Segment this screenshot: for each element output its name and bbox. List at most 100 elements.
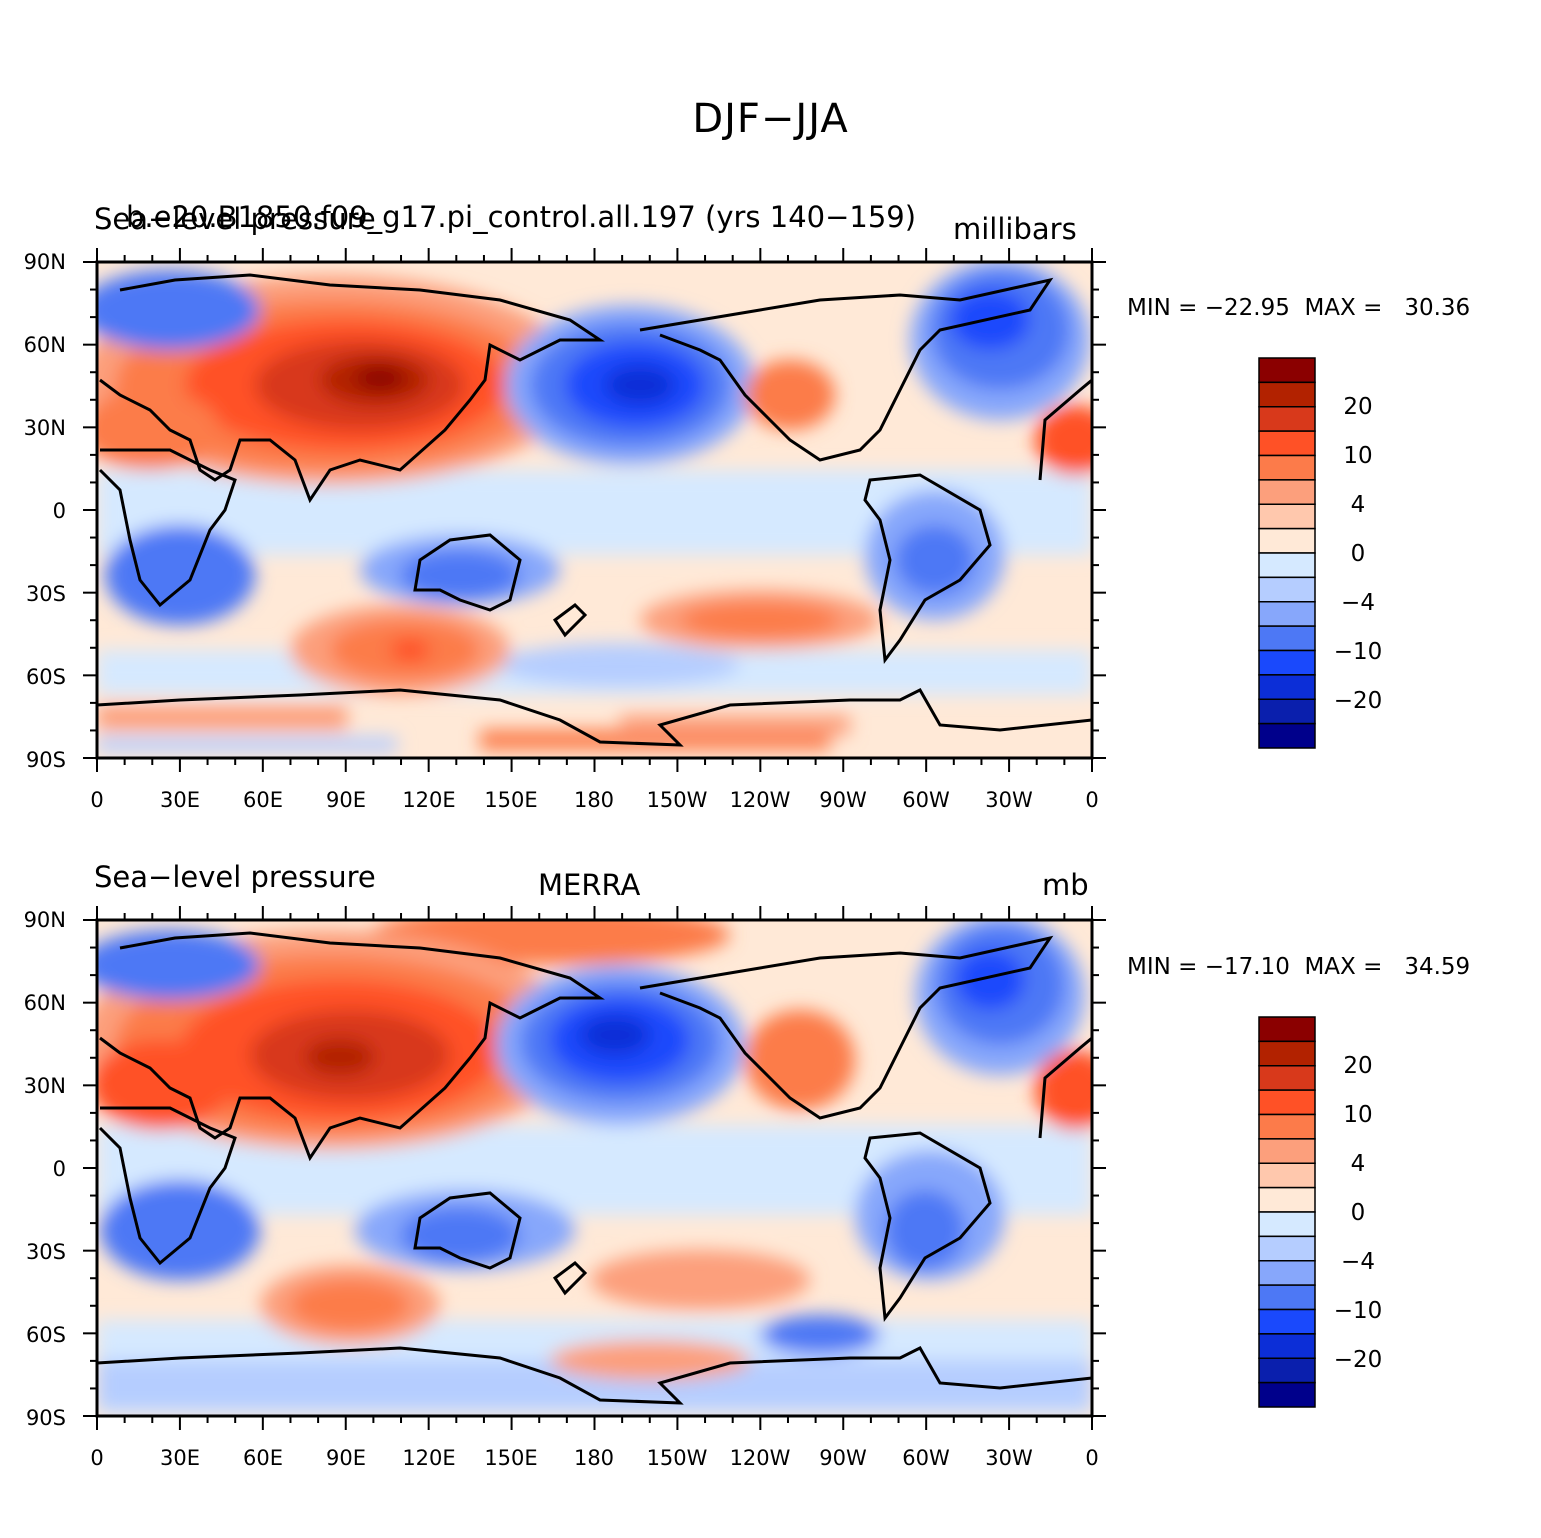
panel1-coastlines	[97, 273, 1092, 747]
panel1-colorbar-swatch	[1258, 674, 1316, 700]
panel2-lon-tick-180: 180	[573, 1446, 615, 1470]
panel1-lat-tick-30s: 30S	[25, 582, 66, 606]
panel2-colorbar-swatch	[1258, 1357, 1316, 1384]
panel1-lon-tick-150e: 150E	[484, 788, 538, 812]
panel1-lon-tick-60e: 60E	[243, 788, 283, 812]
panel1-colorbar-label-0: 0	[1350, 541, 1366, 567]
panel1-colorbar-swatch	[1258, 625, 1316, 652]
panel1-left-label: Sea−level pressure	[94, 202, 376, 236]
panel2-colorbar-swatch	[1258, 1089, 1316, 1116]
panel1-colorbar	[1258, 357, 1316, 749]
panel1-colorbar-swatch	[1258, 527, 1316, 554]
panel1-lon-tick-90w: 90W	[819, 788, 867, 812]
figure-title: DJF−JJA	[692, 96, 849, 142]
panel1-lon-tick-90e: 90E	[326, 788, 366, 812]
panel2-colorbar-swatch	[1258, 1235, 1316, 1262]
panel2-colorbar-swatch	[1258, 1333, 1316, 1359]
panel2-lon-tick-0-end: 0	[1085, 1446, 1099, 1470]
panel2-lat-tick-30s: 30S	[25, 1240, 66, 1264]
panel1-lat-tick-60s: 60S	[25, 665, 66, 689]
panel2-lon-tick-120w: 120W	[729, 1446, 791, 1470]
panel2-colorbar-label-20: 20	[1343, 1053, 1373, 1079]
panel2-colorbar-swatch	[1258, 1211, 1316, 1238]
panel1-colorbar-label-neg4: −4	[1341, 590, 1375, 616]
panel1-lat-tick-0: 0	[52, 499, 66, 523]
panel2-colorbar	[1258, 1016, 1316, 1408]
panel2-units-label: mb	[1042, 868, 1089, 902]
panel1-lon-tick-0: 0	[90, 788, 104, 812]
panel2-colorbar-label-neg20: −20	[1333, 1347, 1383, 1373]
panel2-colorbar-swatch	[1258, 1138, 1316, 1164]
panel1-colorbar-label-10: 10	[1343, 443, 1373, 469]
panel2-ticks	[83, 906, 1106, 1430]
panel1-colorbar-swatch	[1258, 503, 1316, 530]
panel2-center-label: MERRA	[538, 868, 641, 902]
panel2-lon-tick-90e: 90E	[326, 1446, 366, 1470]
panel1-lon-tick-30w: 30W	[985, 788, 1033, 812]
panel1-colorbar-swatch	[1258, 454, 1316, 481]
panel2-lat-tick-90s: 90S	[25, 1406, 66, 1430]
panel1-colorbar-label-4: 4	[1350, 492, 1366, 518]
panel1-lon-tick-0-end: 0	[1085, 788, 1099, 812]
panel1-colorbar-swatch	[1258, 381, 1316, 408]
panel2-min-max: MIN = −17.10 MAX = 34.59	[1127, 954, 1471, 980]
panel2-colorbar-label-10: 10	[1343, 1102, 1373, 1128]
panel1-colorbar-swatch	[1258, 722, 1316, 749]
panel2-lon-tick-150w: 150W	[646, 1446, 708, 1470]
panel1-ticks	[83, 248, 1106, 772]
panel1-colorbar-swatch	[1258, 406, 1316, 432]
panel2-lon-tick-60e: 60E	[243, 1446, 283, 1470]
panel2-lon-tick-90w: 90W	[819, 1446, 867, 1470]
panel2-lon-tick-30e: 30E	[160, 1446, 200, 1470]
panel1-units-label: millibars	[953, 212, 1077, 246]
panel2-colorbar-label-4: 4	[1350, 1151, 1366, 1177]
panel2-colorbar-label-0: 0	[1350, 1200, 1366, 1226]
panel2-lat-tick-60n: 60N	[23, 991, 66, 1015]
panel1-lon-tick-150w: 150W	[646, 788, 708, 812]
panel1-colorbar-swatch	[1258, 479, 1316, 505]
panel1-colorbar-swatch	[1258, 601, 1316, 627]
panel1-lat-tick-60n: 60N	[23, 333, 66, 357]
panel1-lon-tick-60w: 60W	[902, 788, 950, 812]
panel2-colorbar-swatch	[1258, 1260, 1316, 1286]
panel2-colorbar-swatch	[1258, 1381, 1316, 1408]
panel2-lon-tick-0: 0	[90, 1446, 104, 1470]
panel2-field	[97, 920, 1092, 1416]
panel2-colorbar-label-neg10: −10	[1333, 1298, 1383, 1324]
panel2-lon-tick-60w: 60W	[902, 1446, 950, 1470]
panel2-colorbar-swatch	[1258, 1284, 1316, 1311]
panel1-center-label: b.e20.B1850.f09_g17.pi_control.all.197 (…	[126, 200, 917, 234]
panel2-colorbar-swatch	[1258, 1113, 1316, 1140]
panel2-coastlines	[97, 931, 1092, 1405]
panel1-field	[97, 262, 1092, 758]
panel1-lat-tick-30n: 30N	[23, 416, 66, 440]
panel1-lon-tick-120w: 120W	[729, 788, 791, 812]
panel2-colorbar-swatch	[1258, 1162, 1316, 1189]
panel1-map	[83, 248, 1106, 772]
panel1-min-max: MIN = −22.95 MAX = 30.36	[1127, 295, 1471, 321]
panel1-colorbar-label-20: 20	[1343, 394, 1373, 420]
panel1-colorbar-swatch	[1258, 552, 1316, 579]
panel1-lon-tick-120e: 120E	[402, 788, 456, 812]
panel2-lat-tick-0: 0	[52, 1157, 66, 1181]
panel1-lat-tick-90s: 90S	[25, 748, 66, 772]
panel2-colorbar-swatch	[1258, 1016, 1316, 1043]
panel2-lon-tick-150e: 150E	[484, 1446, 538, 1470]
panel2-colorbar-swatch	[1258, 1308, 1316, 1335]
panel1-colorbar-swatch	[1258, 649, 1316, 676]
panel2-colorbar-label-neg4: −4	[1341, 1249, 1375, 1275]
panel1-colorbar-label-neg20: −20	[1333, 688, 1383, 714]
panel2-lon-tick-120e: 120E	[402, 1446, 456, 1470]
panel1-lat-tick-90n: 90N	[23, 250, 66, 274]
panel2-lat-tick-30n: 30N	[23, 1074, 66, 1098]
panel1-lon-tick-30e: 30E	[160, 788, 200, 812]
panel2-left-label: Sea−level pressure	[94, 860, 376, 894]
panel2-colorbar-swatch	[1258, 1040, 1316, 1067]
panel2-colorbar-swatch	[1258, 1065, 1316, 1091]
panel2-lat-tick-90n: 90N	[23, 908, 66, 932]
panel2-map	[83, 906, 1106, 1430]
panel2-lon-tick-30w: 30W	[985, 1446, 1033, 1470]
panel1-colorbar-swatch	[1258, 357, 1316, 384]
panel1-colorbar-label-neg10: −10	[1333, 639, 1383, 665]
panel1-colorbar-swatch	[1258, 698, 1316, 725]
